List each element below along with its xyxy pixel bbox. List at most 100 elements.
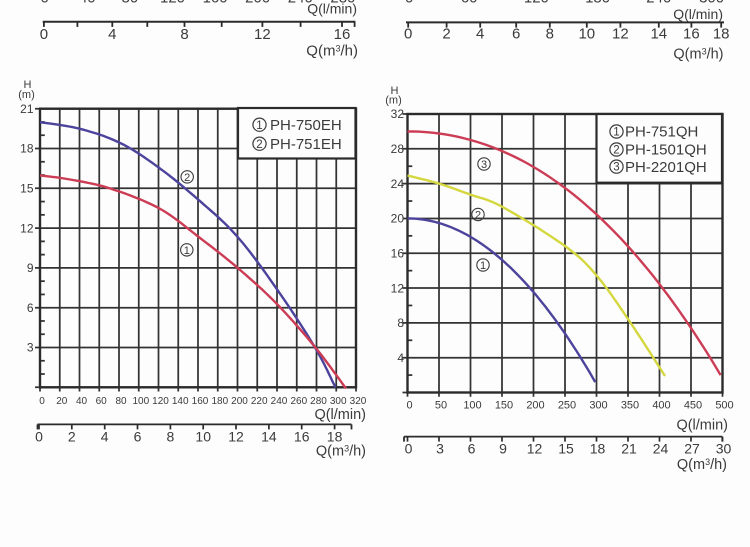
svg-text:40: 40 <box>76 396 88 407</box>
svg-text:4: 4 <box>397 351 404 365</box>
svg-text:1: 1 <box>613 127 619 139</box>
svg-text:300: 300 <box>330 396 347 407</box>
svg-text:3: 3 <box>436 441 444 457</box>
svg-text:0: 0 <box>404 26 412 43</box>
svg-text:Q(l/min): Q(l/min) <box>314 407 366 423</box>
svg-text:160: 160 <box>192 396 209 407</box>
svg-text:14: 14 <box>650 26 667 43</box>
svg-text:280: 280 <box>330 0 355 7</box>
svg-text:24: 24 <box>391 177 405 191</box>
svg-text:Q(m3/h): Q(m3/h) <box>316 444 366 460</box>
svg-text:2: 2 <box>68 429 76 445</box>
svg-text:27: 27 <box>684 441 700 457</box>
svg-text:9: 9 <box>499 441 507 457</box>
svg-text:PH-751EH: PH-751EH <box>270 136 342 153</box>
svg-text:32: 32 <box>391 107 405 121</box>
svg-text:300: 300 <box>589 400 607 412</box>
svg-text:14: 14 <box>261 429 277 445</box>
svg-text:8: 8 <box>180 26 188 43</box>
svg-text:120: 120 <box>152 396 169 407</box>
svg-text:180: 180 <box>211 396 228 407</box>
svg-text:Q(m3/h): Q(m3/h) <box>306 43 358 60</box>
svg-text:100: 100 <box>132 396 149 407</box>
svg-text:16: 16 <box>391 246 405 260</box>
svg-text:60: 60 <box>96 396 108 407</box>
svg-text:100: 100 <box>463 400 481 412</box>
svg-text:20: 20 <box>56 396 68 407</box>
svg-text:(m): (m) <box>385 95 402 107</box>
svg-text:2: 2 <box>613 145 619 157</box>
svg-text:120: 120 <box>160 0 185 7</box>
svg-text:1: 1 <box>184 245 190 257</box>
svg-text:16: 16 <box>334 26 351 43</box>
svg-text:PH-751QH: PH-751QH <box>625 124 698 141</box>
svg-text:1: 1 <box>480 260 486 272</box>
svg-text:150: 150 <box>495 400 513 412</box>
svg-text:200: 200 <box>231 396 248 407</box>
svg-text:Q(l/min): Q(l/min) <box>307 1 357 17</box>
svg-text:8: 8 <box>397 316 404 330</box>
svg-text:18: 18 <box>20 142 34 156</box>
svg-text:250: 250 <box>558 400 576 412</box>
svg-text:(m): (m) <box>18 89 35 101</box>
svg-text:2: 2 <box>256 139 262 151</box>
svg-text:21: 21 <box>20 102 34 116</box>
svg-text:PH-2201QH: PH-2201QH <box>625 159 707 176</box>
svg-text:PH-750EH: PH-750EH <box>270 117 342 134</box>
svg-text:H: H <box>391 85 399 97</box>
svg-text:PH-1501QH: PH-1501QH <box>625 142 707 159</box>
svg-text:240: 240 <box>271 396 288 407</box>
svg-text:12: 12 <box>612 26 629 43</box>
svg-text:80: 80 <box>122 0 139 7</box>
svg-text:12: 12 <box>527 441 543 457</box>
svg-text:H: H <box>24 79 32 91</box>
svg-text:6: 6 <box>27 301 34 315</box>
svg-text:120: 120 <box>524 0 549 7</box>
svg-text:450: 450 <box>684 400 702 412</box>
svg-text:12: 12 <box>254 26 271 43</box>
svg-text:260: 260 <box>290 396 307 407</box>
svg-text:3: 3 <box>481 159 487 171</box>
svg-text:240: 240 <box>646 0 671 7</box>
svg-text:160: 160 <box>203 0 228 7</box>
svg-text:80: 80 <box>115 396 127 407</box>
svg-text:0: 0 <box>40 26 48 43</box>
svg-text:21: 21 <box>621 441 637 457</box>
svg-text:12: 12 <box>20 221 34 235</box>
svg-text:280: 280 <box>310 396 327 407</box>
svg-text:6: 6 <box>468 441 476 457</box>
svg-text:0: 0 <box>39 396 45 407</box>
svg-text:18: 18 <box>327 429 343 445</box>
svg-text:40: 40 <box>79 0 96 7</box>
svg-text:350: 350 <box>621 400 639 412</box>
svg-text:60: 60 <box>461 0 478 7</box>
svg-text:18: 18 <box>713 26 730 43</box>
svg-text:18: 18 <box>590 441 606 457</box>
svg-text:10: 10 <box>578 26 595 43</box>
svg-text:30: 30 <box>716 441 732 457</box>
svg-text:200: 200 <box>245 0 270 7</box>
svg-text:4: 4 <box>108 26 116 43</box>
svg-text:16: 16 <box>294 429 310 445</box>
svg-text:240: 240 <box>288 0 313 7</box>
svg-text:3: 3 <box>27 341 34 355</box>
svg-text:9: 9 <box>27 261 34 275</box>
svg-text:4: 4 <box>476 26 484 43</box>
svg-text:Q(m3/h): Q(m3/h) <box>673 47 723 63</box>
svg-text:2: 2 <box>184 172 190 184</box>
svg-text:20: 20 <box>391 212 405 226</box>
svg-text:2: 2 <box>475 209 481 221</box>
svg-text:6: 6 <box>512 26 520 43</box>
svg-text:0: 0 <box>406 400 412 412</box>
svg-text:2: 2 <box>442 26 450 43</box>
svg-text:0: 0 <box>405 0 413 7</box>
svg-text:400: 400 <box>652 400 670 412</box>
svg-text:0: 0 <box>35 429 43 445</box>
svg-text:Q(m3/h): Q(m3/h) <box>677 457 727 473</box>
svg-text:320: 320 <box>350 396 367 407</box>
svg-text:28: 28 <box>391 142 405 156</box>
svg-text:500: 500 <box>715 400 733 412</box>
svg-text:4: 4 <box>101 429 109 445</box>
svg-text:0: 0 <box>405 441 413 457</box>
svg-text:50: 50 <box>435 400 447 412</box>
